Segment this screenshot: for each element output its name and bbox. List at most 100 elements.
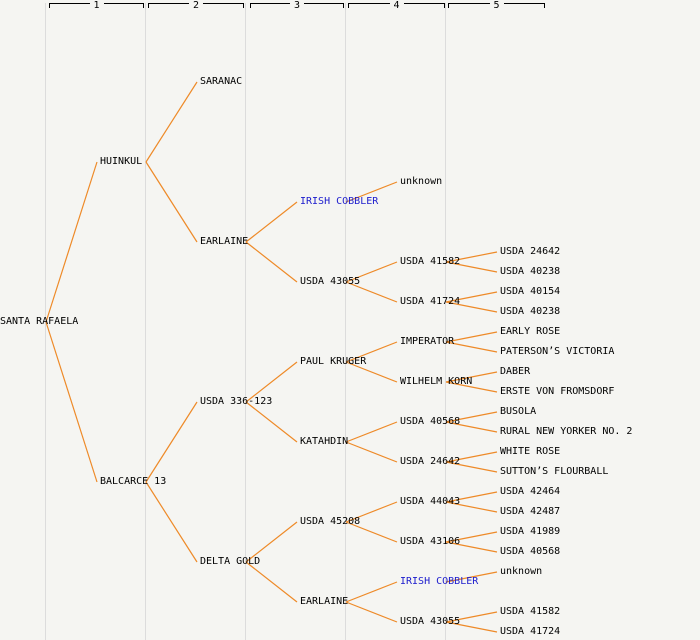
pedigree-edge: [445, 491, 498, 503]
generation-bracket: 4: [348, 0, 445, 11]
pedigree-edge: [445, 341, 498, 353]
variety-label: USDA 42464: [500, 486, 561, 497]
variety-label: unknown: [400, 176, 443, 187]
pedigree-edge: [345, 441, 398, 463]
pedigree-edge: [345, 421, 398, 443]
pedigree-edge: [445, 531, 498, 543]
variety-label: USDA 40238: [500, 306, 561, 317]
variety-label: USDA 41724: [500, 626, 561, 637]
variety-label: USDA 336-123: [200, 396, 273, 407]
generation-number: 3: [289, 0, 305, 11]
variety-label: SANTA RAFAELA: [0, 316, 79, 327]
variety-label: USDA 40568: [400, 416, 461, 427]
variety-label: USDA 43055: [300, 276, 361, 287]
variety-label: EARLY ROSE: [500, 326, 561, 337]
pedigree-edge: [345, 361, 398, 383]
variety-label: USDA 40568: [500, 546, 561, 557]
generation-number: 2: [188, 0, 204, 11]
variety-label: EARLAINE: [200, 236, 249, 247]
variety-label: USDA 41989: [500, 526, 561, 537]
variety-label: USDA 44043: [400, 496, 461, 507]
variety-label: IMPERATOR: [400, 336, 455, 347]
pedigree-edge: [445, 541, 498, 553]
variety-label: KATAHDIN: [300, 436, 349, 447]
pedigree-edge: [445, 291, 498, 303]
variety-label: HUINKUL: [100, 156, 143, 167]
pedigree-edge: [245, 401, 298, 443]
pedigree-edge: [345, 501, 398, 523]
generation-bracket: 3: [250, 0, 344, 11]
pedigree-edge: [445, 411, 498, 423]
variety-label: WHITE ROSE: [500, 446, 561, 457]
variety-label: USDA 40238: [500, 266, 561, 277]
pedigree-edge: [445, 461, 498, 473]
pedigree-edge: [345, 601, 398, 623]
variety-label: USDA 43055: [400, 616, 461, 627]
pedigree-edge: [145, 161, 198, 243]
generation-bracket: 5: [448, 0, 545, 11]
variety-link-label[interactable]: IRISH COBBLER: [300, 196, 379, 207]
generation-number: 4: [389, 0, 404, 11]
pedigree-edge: [245, 201, 298, 243]
generation-gridline: [45, 3, 46, 640]
pedigree-edge: [345, 521, 398, 543]
variety-label: RURAL NEW YORKER NO. 2: [500, 426, 633, 437]
variety-label: USDA 41582: [500, 606, 561, 617]
variety-label: USDA 42487: [500, 506, 561, 517]
pedigree-edge: [145, 481, 198, 563]
pedigree-edge: [145, 81, 198, 163]
pedigree-edge: [345, 281, 398, 303]
variety-label: unknown: [500, 566, 543, 577]
pedigree-edge: [445, 451, 498, 463]
pedigree-edge: [445, 261, 498, 273]
variety-label: PAUL KRUGER: [300, 356, 367, 367]
pedigree-edge: [445, 371, 498, 383]
generation-bracket: 1: [49, 0, 144, 11]
generation-gridline: [145, 3, 146, 640]
variety-label: SARANAC: [200, 76, 243, 87]
pedigree-edge: [345, 341, 398, 363]
pedigree-edge: [445, 381, 498, 393]
variety-label: EARLAINE: [300, 596, 349, 607]
variety-label: USDA 41582: [400, 256, 461, 267]
variety-label: USDA 41724: [400, 296, 461, 307]
pedigree-edge: [445, 421, 498, 433]
variety-label: DABER: [500, 366, 531, 377]
variety-label: USDA 45208: [300, 516, 361, 527]
pedigree-edge: [245, 241, 298, 283]
variety-label: DELTA GOLD: [200, 556, 261, 567]
pedigree-edge: [445, 331, 498, 343]
pedigree-edge: [445, 501, 498, 513]
variety-label: USDA 40154: [500, 286, 561, 297]
variety-label: SUTTON’S FLOURBALL: [500, 466, 609, 477]
pedigree-edge: [245, 521, 298, 563]
pedigree-edge: [45, 321, 98, 483]
pedigree-edge: [445, 301, 498, 313]
pedigree-edge: [445, 611, 498, 623]
variety-label: WILHELM KORN: [400, 376, 473, 387]
pedigree-edge: [245, 361, 298, 403]
pedigree-edge: [445, 621, 498, 633]
pedigree-edge: [45, 161, 98, 323]
variety-label: USDA 24642: [400, 456, 461, 467]
variety-link-label[interactable]: IRISH COBBLER: [400, 576, 479, 587]
variety-label: ERSTE VON FROMSDORF: [500, 386, 615, 397]
generation-number: 5: [489, 0, 504, 11]
variety-label: BUSOLA: [500, 406, 537, 417]
pedigree-edge: [145, 401, 198, 483]
generation-number: 1: [89, 0, 104, 11]
variety-label: USDA 43106: [400, 536, 461, 547]
generation-gridline: [245, 3, 246, 640]
pedigree-edge: [245, 561, 298, 603]
pedigree-edge: [345, 181, 398, 203]
variety-label: PATERSON’S VICTORIA: [500, 346, 615, 357]
pedigree-edge: [445, 571, 498, 583]
variety-label: BALCARCE 13: [100, 476, 167, 487]
pedigree-edge: [445, 251, 498, 263]
pedigree-edge: [345, 261, 398, 283]
generation-gridline: [445, 3, 446, 640]
variety-label: USDA 24642: [500, 246, 561, 257]
generation-bracket: 2: [148, 0, 244, 11]
